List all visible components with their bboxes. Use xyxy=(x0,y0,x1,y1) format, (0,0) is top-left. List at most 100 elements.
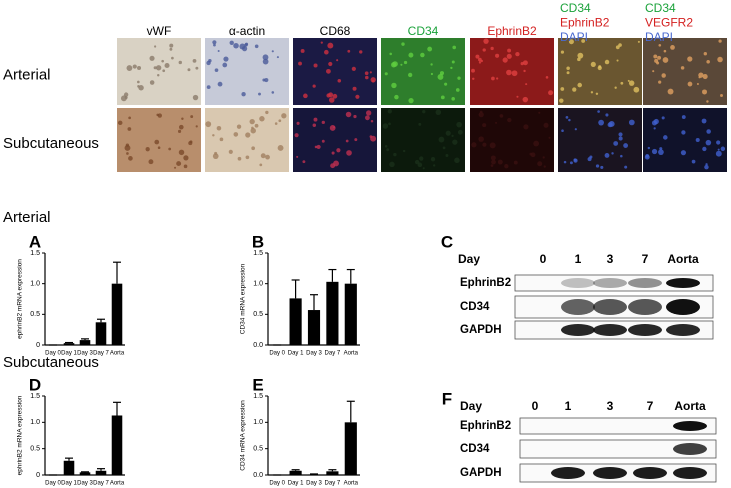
cell xyxy=(387,109,392,114)
x-tick-label: Day 1 xyxy=(61,351,77,357)
cell xyxy=(258,92,261,96)
cell xyxy=(346,150,352,156)
bar xyxy=(307,310,321,345)
cell xyxy=(148,159,154,165)
cell xyxy=(422,167,425,170)
cell xyxy=(706,100,709,103)
cell xyxy=(156,113,159,117)
cell xyxy=(145,147,150,152)
bar xyxy=(326,281,339,345)
cell xyxy=(352,86,357,91)
column-label: CD34 xyxy=(408,24,439,38)
cell xyxy=(587,157,592,162)
y-axis-label: ephrinB2 mRNA expression xyxy=(17,259,24,339)
cell xyxy=(251,126,254,130)
cell xyxy=(192,94,199,101)
y-axis-label: ephrinB2 mRNA expression xyxy=(17,395,24,475)
cell xyxy=(430,72,434,76)
cell xyxy=(384,72,388,76)
cell xyxy=(438,136,445,143)
cell xyxy=(511,70,518,77)
cell xyxy=(480,59,483,63)
cell xyxy=(137,66,142,71)
bar xyxy=(63,343,75,345)
blot-band xyxy=(561,324,595,336)
blot-row-label: CD34 xyxy=(460,301,490,313)
cell xyxy=(597,65,602,71)
x-tick-label: Day 7 xyxy=(93,351,109,357)
blot-band xyxy=(666,299,700,315)
cell xyxy=(687,56,693,62)
cell xyxy=(195,66,199,70)
x-tick-label: Aorta xyxy=(344,351,359,357)
y-tick-label: 0.5 xyxy=(253,446,263,453)
cell xyxy=(452,45,457,50)
bar xyxy=(95,322,107,345)
blot-row-label: EphrinB2 xyxy=(460,420,511,432)
cell xyxy=(720,146,726,152)
blot-row-label: EphrinB2 xyxy=(460,277,511,289)
cell xyxy=(451,60,455,64)
bar xyxy=(326,471,339,475)
cell xyxy=(471,68,475,73)
cell xyxy=(430,156,436,162)
cell xyxy=(444,82,448,86)
cell xyxy=(577,52,584,59)
blot-strip xyxy=(514,274,714,292)
cell xyxy=(327,42,334,49)
cell xyxy=(259,163,263,167)
blot-band xyxy=(593,299,627,315)
cell xyxy=(328,61,333,67)
cell xyxy=(391,82,397,89)
cell xyxy=(171,56,174,60)
cell xyxy=(371,79,375,83)
cell xyxy=(355,94,360,99)
cell xyxy=(516,95,519,98)
cell xyxy=(249,118,255,125)
cell xyxy=(566,66,570,71)
cell xyxy=(314,145,318,149)
cell xyxy=(720,94,723,97)
cell xyxy=(233,42,239,49)
cell xyxy=(491,159,496,165)
cell xyxy=(533,140,540,147)
cell xyxy=(277,145,284,151)
column-label: EphrinB2 xyxy=(487,24,537,38)
cell xyxy=(157,73,160,77)
cell xyxy=(440,95,445,100)
cell xyxy=(702,89,708,95)
cell xyxy=(216,125,222,131)
cell xyxy=(620,154,623,158)
cell xyxy=(229,40,234,46)
blot-band xyxy=(633,467,667,479)
cell xyxy=(667,88,674,95)
cell xyxy=(598,119,604,126)
cell xyxy=(450,66,453,70)
cell xyxy=(495,53,500,58)
cell xyxy=(345,139,349,143)
cell xyxy=(561,129,564,133)
cell xyxy=(336,59,339,62)
cell xyxy=(523,124,529,130)
cell xyxy=(656,61,660,65)
cell xyxy=(417,162,423,168)
cell xyxy=(529,152,533,156)
bar xyxy=(344,283,357,345)
cell xyxy=(581,39,586,43)
cell xyxy=(365,75,369,80)
cell xyxy=(337,79,342,83)
cell xyxy=(445,130,451,136)
cell xyxy=(442,146,446,150)
y-tick-label: 1.0 xyxy=(253,419,263,426)
cell xyxy=(577,57,581,62)
panel-letter: F xyxy=(442,389,452,408)
panel-letter: C xyxy=(441,232,453,251)
cell xyxy=(560,87,565,91)
micrograph xyxy=(643,108,727,172)
lane-label: 1 xyxy=(565,399,572,413)
blot-band xyxy=(628,299,662,315)
cell xyxy=(178,60,182,65)
blot-band xyxy=(673,421,707,431)
cell xyxy=(703,52,707,56)
cell xyxy=(321,139,325,143)
